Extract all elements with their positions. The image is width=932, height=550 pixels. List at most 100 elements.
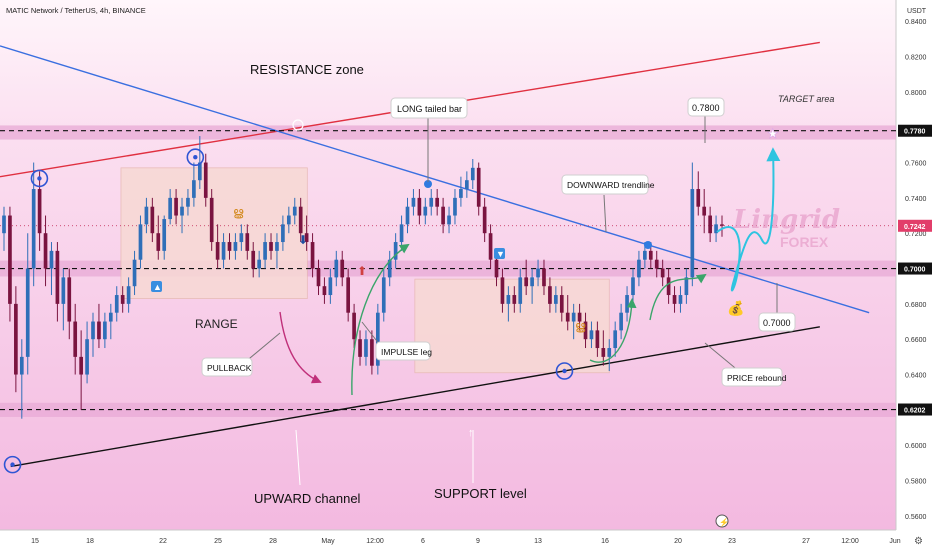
candle-body <box>310 242 315 269</box>
candle-body <box>482 206 487 234</box>
candle-body <box>453 197 457 216</box>
candle-body <box>708 215 712 234</box>
candle-body <box>14 303 18 375</box>
candle-body <box>37 189 42 234</box>
candle-body <box>103 321 107 340</box>
candle-body <box>393 242 398 260</box>
settings-button[interactable]: ⚙ <box>908 531 930 549</box>
target-0780-callout-box <box>687 97 725 117</box>
y-tick-label: 0.7400 <box>905 196 927 203</box>
zone-band-2 <box>0 402 896 417</box>
y-tick-label: 0.8200 <box>905 55 927 62</box>
rebound-arrow-2 <box>649 273 707 321</box>
touch-ring-1 <box>30 169 49 188</box>
candle-body <box>126 286 131 304</box>
candle-body <box>156 233 161 251</box>
candle-body <box>625 295 629 313</box>
lightning-glyph: ⚡ <box>719 517 729 527</box>
candle-body <box>465 180 469 190</box>
candle-body <box>494 259 499 278</box>
touch-dot-2 <box>193 155 198 160</box>
impulse-leg-callout-box <box>375 341 431 361</box>
level-tag-bg <box>898 124 932 137</box>
bull-arrow-icon: ▲ <box>151 281 162 292</box>
y-tick-label: 0.5600 <box>905 514 927 521</box>
candle-body <box>322 286 327 296</box>
support-arrowhead-icon: ↑ <box>468 427 474 439</box>
candle-body <box>524 277 529 287</box>
candle-body <box>257 259 261 269</box>
level-tag: 0.7780 <box>904 129 926 136</box>
candle-body <box>417 197 422 216</box>
candle-body <box>696 189 701 207</box>
candle-body <box>239 233 244 243</box>
candle-body <box>607 348 612 357</box>
star-icon: ★ <box>767 126 779 141</box>
upward-channel-label: UPWARD channel <box>254 491 361 506</box>
candle-body <box>286 215 291 225</box>
trendline-upward-channel <box>10 326 820 468</box>
level-tag: 0.7000 <box>904 267 926 274</box>
long-tailed-bar-callout: LONG tailed bar <box>397 104 462 114</box>
y-tick-label: 0.8000 <box>905 90 927 97</box>
lightning-icon[interactable] <box>715 514 729 528</box>
y-tick-label: 0.8400 <box>905 19 927 26</box>
y-tick-label: 0.6400 <box>905 373 927 380</box>
candle-body <box>381 277 386 313</box>
candle-body <box>221 242 226 260</box>
price-axis: 0.84000.82000.80000.78000.76000.74000.72… <box>898 19 932 521</box>
boxes-layer <box>120 167 610 374</box>
candle-body <box>298 206 303 234</box>
candle-body <box>138 224 143 260</box>
range-label: RANGE <box>195 317 238 331</box>
candle-body <box>500 277 505 304</box>
candle-body <box>215 242 220 260</box>
candle-body <box>352 312 356 340</box>
candle-body <box>613 330 618 349</box>
pullback-arrow <box>279 311 322 384</box>
y-tick-label: 0.6000 <box>905 443 927 450</box>
x-tick-label: 13 <box>534 538 542 545</box>
y-tick-label: 0.7600 <box>905 161 927 168</box>
rebound-arrow <box>589 298 637 363</box>
candle-body <box>108 312 113 322</box>
y-tick-label: 0.6800 <box>905 302 927 309</box>
candle-body <box>180 206 184 216</box>
candle-body <box>281 224 285 243</box>
candle-body <box>565 312 570 322</box>
candle-body <box>559 295 564 313</box>
candle-body <box>518 277 523 304</box>
candle-body <box>720 224 724 226</box>
x-tick-label: 22 <box>159 538 167 545</box>
svg-text:▼: ▼ <box>496 249 505 259</box>
time-axis: 15 18 22 25 28 May 12:00 6 9 13 16 20 23 27 12:00 Jun <box>31 538 901 545</box>
candle-body <box>245 233 250 251</box>
candle-body <box>25 268 30 357</box>
impulse-arrow <box>351 243 410 396</box>
zone-band-0 <box>0 125 896 140</box>
touch-dot-3 <box>562 368 567 374</box>
candle-body <box>334 259 339 278</box>
candle-body <box>441 206 445 225</box>
candle-body <box>186 197 190 207</box>
y-tick-label: 0.6600 <box>905 337 927 344</box>
candle-body <box>19 356 24 375</box>
touch-dot-0 <box>10 462 15 467</box>
candle-body <box>67 277 72 322</box>
target-0780-callout: 0.7800 <box>692 103 720 113</box>
candle-body <box>643 250 647 260</box>
candle-body <box>447 215 451 225</box>
chart-title: MATIC Network / TetherUS, 4h, BINANCE <box>6 6 146 15</box>
candle-body <box>97 321 101 340</box>
snail-icon: ൠ <box>233 205 244 219</box>
long-tailed-bar-callout-box <box>390 97 468 119</box>
candle-body <box>162 219 167 251</box>
x-tick-label: 15 <box>31 538 39 545</box>
candle-body <box>530 277 534 287</box>
candle-body <box>577 312 582 322</box>
range-box-1 <box>414 278 610 374</box>
candle-body <box>233 242 238 251</box>
svg-text:▲: ▲ <box>153 282 162 292</box>
y-tick-label: 0.7200 <box>905 231 927 238</box>
